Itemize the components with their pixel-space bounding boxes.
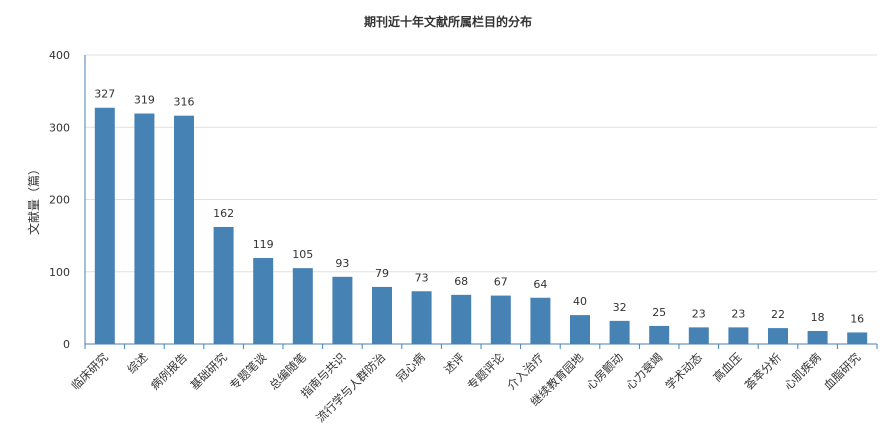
bar-11 [530,297,551,344]
bar-10 [490,295,511,344]
data-label-3: 162 [213,207,234,220]
bar-14 [649,325,670,344]
data-label-10: 67 [494,276,508,289]
x-tick-label-14: 心力衰竭 [623,350,665,392]
bar-17 [768,328,788,344]
x-tick-label-9: 述评 [441,350,468,377]
x-tick-label-18: 心肌疾病 [781,350,824,393]
bar-6 [332,276,353,344]
bar-7 [372,286,392,344]
bar-12 [570,315,590,344]
bar-13 [609,320,630,344]
bar-0 [94,107,115,345]
x-tick-label-17: 荟萃分析 [742,350,784,392]
data-label-13: 32 [613,301,627,314]
bar-2 [174,115,194,344]
data-label-8: 73 [415,271,429,284]
data-label-19: 16 [850,312,864,325]
x-tick-label-3: 基础研究 [187,350,230,393]
x-tick-label-2: 病例报告 [148,350,190,392]
y-tick-label-4: 400 [49,49,70,62]
data-label-15: 23 [692,307,706,320]
bars [94,107,868,345]
x-tick-label-0: 临床研究 [68,350,111,393]
data-label-11: 64 [533,278,547,291]
data-label-5: 105 [292,248,313,261]
y-tick-label-0: 0 [63,338,70,351]
data-label-16: 23 [731,307,745,320]
x-tick-label-15: 学术动态 [662,350,705,393]
data-label-1: 319 [134,94,155,107]
data-label-18: 18 [811,311,825,324]
data-label-4: 119 [253,238,274,251]
x-tick-label-1: 综述 [124,350,151,377]
bar-19 [847,332,868,344]
y-tick-label-3: 300 [49,121,70,134]
x-tick-label-4: 专题笔谈 [227,350,270,393]
x-tick-label-7: 流行学与人群防治 [313,350,388,425]
x-tick-label-8: 冠心病 [393,350,428,385]
data-label-17: 22 [771,308,785,321]
bar-18 [807,330,828,344]
x-tick-label-19: 血脂研究 [821,350,864,393]
data-labels: 327 319 316 162 119 105 93 79 73 68 67 64 40 32 25 23 23… [94,88,864,326]
x-tick-label-13: 心房颤动 [583,350,625,392]
data-label-0: 327 [94,88,115,101]
bar-5 [292,268,313,344]
data-label-2: 316 [174,96,195,109]
bar-8 [411,291,432,344]
chart-title: 期刊近十年文献所属栏目的分布 [364,14,532,29]
x-tick-label-10: 专题评论 [464,350,507,393]
data-label-7: 79 [375,267,389,280]
data-label-14: 25 [652,306,666,319]
axes [84,55,878,349]
y-axis-label: 文献量（篇） [26,163,41,235]
bar-3 [213,226,234,344]
gridlines [85,54,877,273]
y-tick-label-2: 200 [49,194,70,207]
data-label-9: 68 [454,275,468,288]
y-axis-ticks: 0 100 200 300 400 [49,49,70,351]
bar-16 [728,327,749,344]
bar-15 [688,327,709,344]
bar-9 [451,294,472,344]
x-tick-label-16: 高血压 [710,350,744,384]
data-label-12: 40 [573,295,587,308]
bar-1 [134,113,155,345]
bar-4 [253,258,274,344]
y-tick-label-1: 100 [49,266,70,279]
data-label-6: 93 [335,257,349,270]
